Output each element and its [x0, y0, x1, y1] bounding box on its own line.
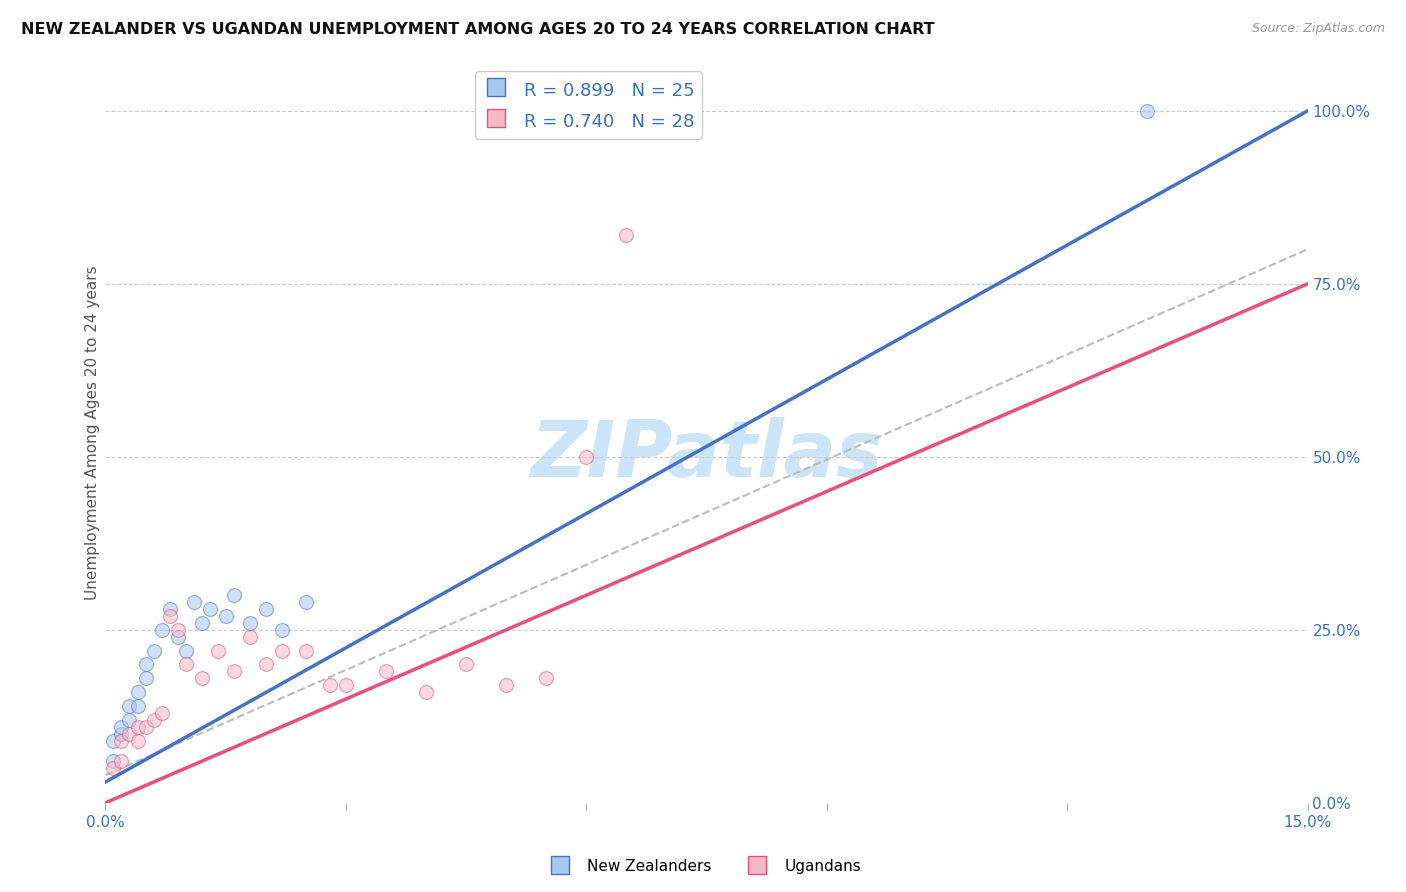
Point [118, 726, 141, 740]
Text: ZIPatlas: ZIPatlas [530, 417, 883, 493]
Point [159, 602, 181, 616]
Point [295, 643, 318, 657]
Point [254, 602, 277, 616]
Point [103, 761, 125, 775]
Point [127, 685, 149, 699]
Point [135, 657, 157, 672]
Text: NEW ZEALANDER VS UGANDAN UNEMPLOYMENT AMONG AGES 20 TO 24 YEARS CORRELATION CHAR: NEW ZEALANDER VS UGANDAN UNEMPLOYMENT AM… [21, 22, 935, 37]
Point [166, 623, 188, 637]
Point [495, 678, 517, 692]
Point [118, 698, 141, 713]
Point [127, 698, 149, 713]
Point [239, 630, 262, 644]
Point [190, 615, 212, 630]
Point [183, 595, 205, 609]
Point [270, 623, 292, 637]
Point [254, 657, 277, 672]
Point [150, 623, 173, 637]
Point [1136, 103, 1159, 118]
Point [270, 643, 292, 657]
Y-axis label: Unemployment Among Ages 20 to 24 years: Unemployment Among Ages 20 to 24 years [84, 265, 100, 600]
Point [110, 726, 132, 740]
Point [534, 671, 557, 685]
Point [142, 643, 165, 657]
Point [174, 657, 197, 672]
Point [454, 657, 477, 672]
Point [118, 713, 141, 727]
Point [127, 733, 149, 747]
Point [103, 733, 125, 747]
Point [190, 671, 212, 685]
Point [174, 643, 197, 657]
Point [214, 609, 236, 624]
Point [239, 615, 262, 630]
Point [110, 754, 132, 768]
Point [415, 685, 437, 699]
Point [198, 602, 221, 616]
Point [150, 706, 173, 720]
Point [222, 665, 245, 679]
Point [575, 450, 598, 464]
Point [374, 665, 398, 679]
Point [142, 713, 165, 727]
Point [207, 643, 229, 657]
Point [135, 671, 157, 685]
Point [166, 630, 188, 644]
Point [110, 720, 132, 734]
Point [616, 228, 638, 243]
Point [159, 609, 181, 624]
Point [319, 678, 342, 692]
Point [103, 754, 125, 768]
Text: Source: ZipAtlas.com: Source: ZipAtlas.com [1251, 22, 1385, 36]
Point [135, 720, 157, 734]
Point [110, 733, 132, 747]
Legend: New Zealanders, Ugandans: New Zealanders, Ugandans [538, 853, 868, 880]
Point [127, 720, 149, 734]
Point [222, 588, 245, 602]
Point [295, 595, 318, 609]
Legend: R = 0.899   N = 25, R = 0.740   N = 28: R = 0.899 N = 25, R = 0.740 N = 28 [475, 71, 702, 139]
Point [335, 678, 357, 692]
